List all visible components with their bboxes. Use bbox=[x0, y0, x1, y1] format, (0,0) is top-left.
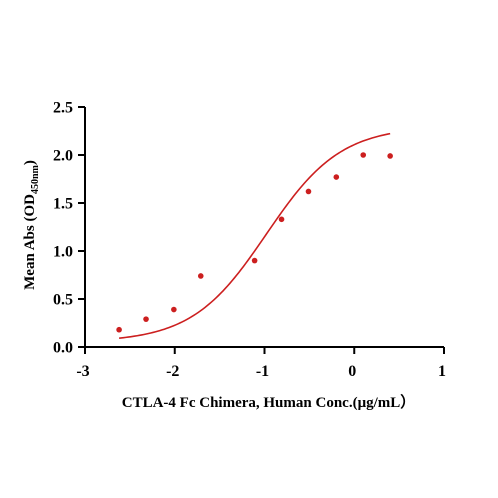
data-points bbox=[116, 152, 393, 333]
y-tick-label: 2.5 bbox=[53, 100, 73, 117]
data-point bbox=[278, 216, 285, 223]
data-point bbox=[143, 316, 149, 322]
x-axis-title: CTLA-4 Fc Chimera, Human Conc.(μg/mL） bbox=[122, 393, 416, 411]
data-point bbox=[387, 153, 393, 159]
axes bbox=[84, 107, 444, 348]
y-tick-label: 2.0 bbox=[53, 148, 73, 165]
y-tick-label: 0.5 bbox=[53, 292, 73, 309]
data-point bbox=[171, 306, 177, 313]
data-point bbox=[251, 257, 258, 264]
data-point bbox=[305, 188, 312, 195]
y-axis-title-close: ) bbox=[22, 160, 38, 165]
y-tick-label: 1.5 bbox=[53, 196, 73, 213]
y-ticks: 0.0 0.5 1.0 1.5 2.0 2.5 bbox=[53, 100, 85, 357]
x-tick-label: -3 bbox=[76, 363, 89, 380]
y-axis-title-main: Mean Abs (OD bbox=[22, 194, 38, 290]
y-axis-title: Mean Abs (OD450nm) bbox=[22, 160, 41, 290]
data-point bbox=[197, 273, 204, 279]
data-point bbox=[360, 152, 367, 158]
y-tick-label: 1.0 bbox=[53, 244, 73, 261]
data-point bbox=[116, 326, 122, 333]
y-tick-label: 0.0 bbox=[53, 340, 73, 357]
x-tick-label: 1 bbox=[438, 363, 446, 380]
x-tick-label: -2 bbox=[166, 363, 179, 380]
data-point bbox=[333, 174, 340, 180]
x-tick-label: -1 bbox=[256, 363, 269, 380]
x-ticks: -3 -2 -1 0 1 bbox=[76, 347, 446, 380]
y-axis-title-subscript: 450nm bbox=[30, 164, 41, 194]
fit-curve bbox=[119, 132, 391, 339]
x-tick-label: 0 bbox=[348, 363, 356, 380]
